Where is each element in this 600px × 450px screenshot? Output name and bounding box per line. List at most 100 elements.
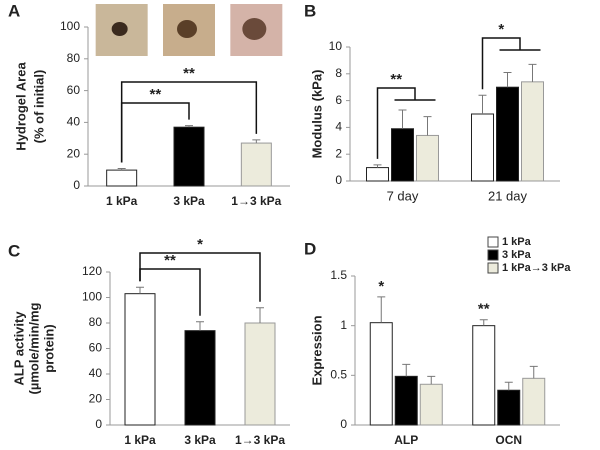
bar — [244, 322, 276, 426]
y-axis-label: (µmole/min/mg — [26, 302, 41, 394]
y-tick-label: 100 — [82, 290, 102, 304]
significance-bracket — [376, 87, 436, 159]
error-bar — [136, 286, 144, 294]
bar — [416, 134, 439, 182]
y-tick-label: 0.5 — [330, 368, 347, 382]
bar — [497, 389, 521, 426]
error-bar — [117, 168, 126, 171]
bar — [472, 325, 496, 426]
y-tick-label: 1.5 — [330, 268, 347, 282]
significance-label: ** — [390, 71, 402, 88]
bar — [496, 86, 519, 182]
y-tick-label: 0 — [95, 417, 102, 431]
significance-label: ** — [164, 252, 176, 269]
error-bar — [423, 116, 432, 136]
panel-label: A — [8, 1, 20, 20]
y-tick-label: 120 — [82, 264, 102, 278]
photo-gel — [177, 20, 197, 38]
error-bar — [529, 365, 538, 379]
panel-label: B — [304, 1, 316, 20]
bar — [184, 330, 216, 426]
significance-label: ** — [478, 301, 490, 318]
legend-swatch — [487, 249, 499, 261]
significance-label: ** — [183, 65, 195, 82]
y-axis-label: (% of initial) — [31, 70, 46, 144]
significance-label: ** — [149, 86, 161, 103]
error-bar — [479, 319, 488, 326]
legend-swatch — [487, 262, 499, 274]
bar — [471, 113, 494, 182]
significance-bracket — [139, 252, 261, 302]
error-bar — [196, 321, 204, 331]
y-axis-label: Modulus (kPa) — [309, 70, 324, 159]
y-tick-label: 10 — [329, 39, 343, 53]
x-tick-label: OCN — [495, 433, 522, 447]
panel-label: C — [8, 241, 20, 260]
error-bar — [402, 363, 411, 377]
y-axis-label: protein) — [41, 324, 56, 372]
y-tick-label: 80 — [67, 51, 81, 65]
error-bar — [503, 71, 512, 88]
bar — [419, 383, 443, 426]
error-bar — [377, 296, 386, 323]
bar — [369, 322, 393, 426]
x-tick-label: 7 day — [387, 188, 419, 203]
y-tick-label: 100 — [60, 19, 80, 33]
y-tick-label: 20 — [67, 146, 81, 160]
significance-bracket — [481, 37, 541, 90]
y-tick-label: 0 — [73, 178, 80, 192]
bar — [173, 126, 205, 187]
error-bar — [427, 375, 436, 385]
error-bar — [528, 63, 537, 82]
panel-label: D — [304, 239, 316, 258]
bar — [106, 169, 138, 187]
y-tick-label: 40 — [89, 366, 103, 380]
legend-label: 3 kPa — [502, 249, 532, 261]
y-tick-label: 8 — [335, 66, 342, 80]
x-tick-label: 3 kPa — [173, 194, 205, 208]
bar — [366, 167, 389, 182]
y-tick-label: 0 — [335, 173, 342, 187]
legend-label: 1 kPa — [502, 236, 532, 248]
bar — [522, 377, 546, 426]
bar — [240, 142, 272, 187]
y-tick-label: 20 — [89, 392, 103, 406]
error-bar — [398, 109, 407, 129]
legend-label: 1 kPa→3 kPa — [502, 262, 571, 274]
y-tick-label: 40 — [67, 115, 81, 129]
significance-label: * — [498, 21, 504, 38]
y-tick-label: 60 — [89, 341, 103, 355]
y-tick-label: 1 — [340, 318, 347, 332]
error-bar — [252, 139, 261, 144]
photo-gel — [111, 22, 128, 36]
bar — [521, 81, 544, 182]
error-bar — [373, 164, 382, 168]
significance-label: * — [197, 236, 203, 253]
x-tick-label: 21 day — [488, 188, 528, 203]
legend-swatch — [487, 236, 499, 248]
x-tick-label: ALP — [394, 433, 418, 447]
y-axis-label: ALP activity — [11, 311, 26, 386]
y-tick-label: 2 — [335, 146, 342, 160]
bar — [394, 375, 418, 426]
y-tick-label: 4 — [335, 120, 342, 134]
bar — [391, 128, 414, 182]
photo-gel — [242, 18, 267, 40]
significance-bracket — [120, 81, 258, 163]
bar — [124, 293, 156, 426]
y-tick-label: 6 — [335, 93, 342, 107]
y-tick-label: 60 — [67, 83, 81, 97]
x-tick-label: 1 kPa — [106, 194, 138, 208]
x-tick-label: 1 kPa — [124, 433, 156, 447]
y-tick-label: 80 — [89, 315, 103, 329]
y-tick-label: 0 — [340, 417, 347, 431]
error-bar — [478, 94, 487, 114]
y-axis-label: Hydrogel Area — [13, 62, 28, 151]
x-tick-label: 1→3 kPa — [231, 194, 281, 208]
x-tick-label: 1→3 kPa — [235, 433, 285, 447]
x-tick-label: 3 kPa — [184, 433, 216, 447]
error-bar — [256, 307, 264, 323]
error-bar — [504, 381, 513, 391]
